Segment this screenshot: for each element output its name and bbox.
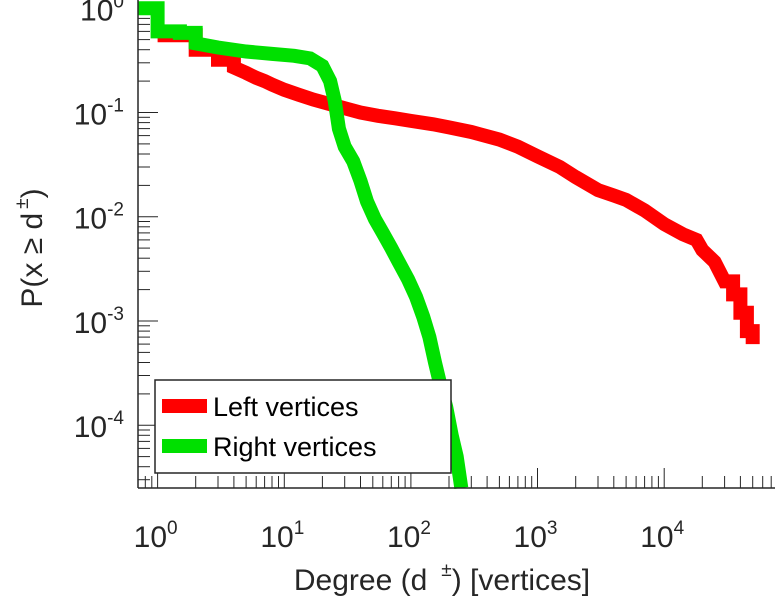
x-axis-title: Degree (d ±) [vertices]: [294, 560, 590, 597]
x-tick-label-4: 104: [640, 518, 684, 554]
minor-ticks: [137, 7, 772, 488]
y-tick-label-0: 100: [80, 0, 124, 27]
y-tick-label-3: 10-3: [74, 304, 124, 340]
legend-label-left-vertices: Left vertices: [213, 392, 359, 422]
series-line-left-vertices: [157, 28, 760, 345]
legend-label-right-vertices: Right vertices: [213, 432, 377, 462]
y-tick-label-2: 10-2: [74, 200, 124, 236]
y-tick-labels: 100 10-1 10-2 10-3 10-4: [74, 0, 125, 444]
y-axis-title: P(x ≥ d±): [12, 188, 49, 307]
series-layer: [138, 1, 760, 490]
axes: [137, 0, 775, 489]
legend: Left vertices Right vertices: [154, 379, 452, 474]
y-tick-label-4: 10-4: [74, 408, 125, 444]
x-tick-label-2: 102: [387, 518, 431, 554]
x-tick-label-1: 101: [260, 518, 304, 554]
x-tick-label-0: 100: [134, 518, 178, 554]
x-tick-label-3: 103: [514, 518, 558, 554]
x-tick-labels: 100 101 102 103 104: [134, 518, 685, 554]
legend-box: [154, 379, 452, 474]
y-tick-label-1: 10-1: [74, 96, 124, 132]
series-line-right-vertices: [138, 1, 469, 490]
